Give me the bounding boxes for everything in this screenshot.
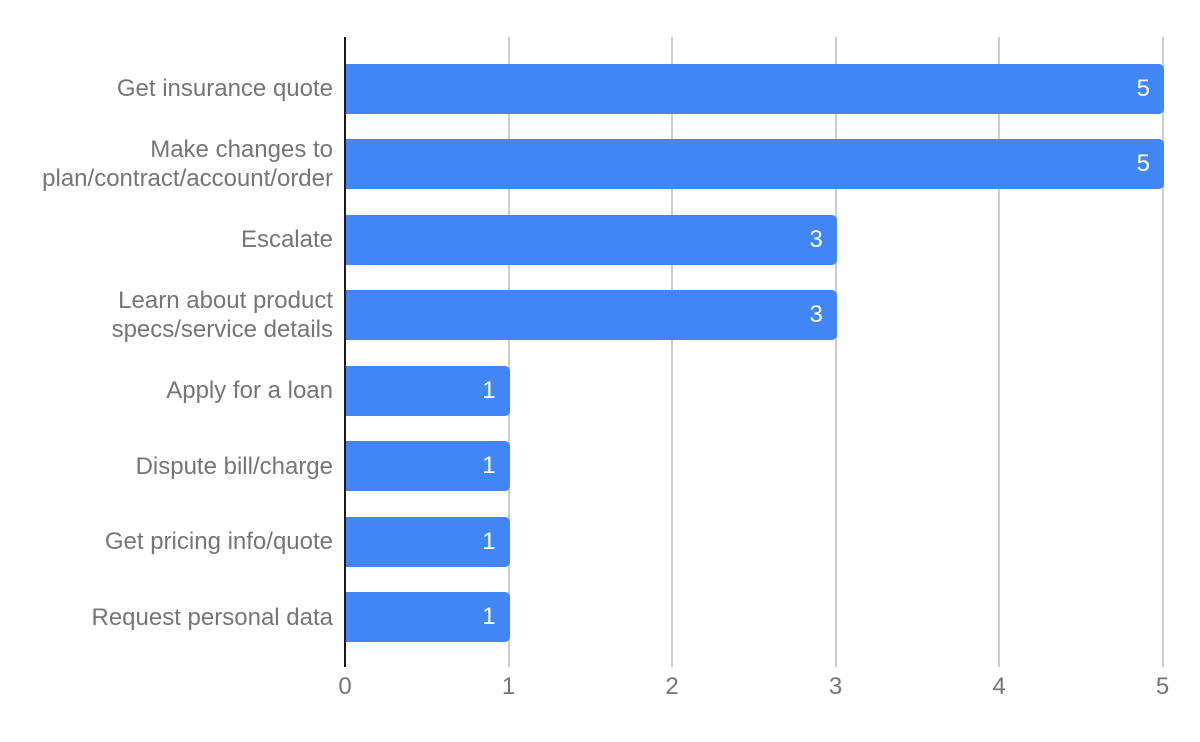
bar-value-label: 1 <box>482 603 496 631</box>
bar: 5 <box>346 139 1164 190</box>
bar: 3 <box>346 214 837 265</box>
x-tick-label: 1 <box>501 673 516 700</box>
category-label: Dispute bill/charge <box>135 452 333 480</box>
bar-track: 1 <box>346 441 1164 492</box>
bar-track: 3 <box>346 214 1164 265</box>
category-label: Request personal data <box>91 603 334 631</box>
bar-row: Escalate 3 <box>0 202 1200 278</box>
bar-track: 5 <box>346 139 1164 190</box>
bar-track: 1 <box>346 592 1164 643</box>
x-tick-label: 4 <box>992 673 1006 700</box>
bar-row: Learn about product specs/service detail… <box>0 278 1200 354</box>
bar-row: Request personal data 1 <box>0 580 1200 656</box>
bar-value-label: 1 <box>482 527 496 555</box>
gridline <box>507 37 510 667</box>
category-label: Get insurance quote <box>116 75 333 103</box>
bar-value-label: 5 <box>1136 74 1150 102</box>
bar-track: 5 <box>346 63 1164 114</box>
gridline <box>998 37 1000 667</box>
x-tick-label: 3 <box>828 673 843 700</box>
bar: 1 <box>346 365 510 416</box>
bar-track: 3 <box>346 290 1164 341</box>
category-label: Escalate <box>240 226 333 254</box>
bar-row: Get pricing info/quote 1 <box>0 504 1200 580</box>
bar-row: Get insurance quote 5 <box>0 51 1200 127</box>
bar: 1 <box>346 592 510 643</box>
bar: 5 <box>346 63 1164 114</box>
bar-value-label: 1 <box>482 376 496 404</box>
gridline <box>671 37 673 667</box>
category-label: Get pricing info/quote <box>104 528 333 556</box>
category-label: Make changes to plan/contract/account/or… <box>42 136 333 193</box>
bar-value-label: 5 <box>1136 150 1150 178</box>
y-axis-line <box>344 37 346 667</box>
bar-value-label: 1 <box>482 452 496 480</box>
bar: 3 <box>346 290 837 341</box>
bar-track: 1 <box>346 365 1164 416</box>
bar: 1 <box>346 516 510 567</box>
bar-value-label: 3 <box>809 301 823 329</box>
bar-row: Dispute bill/charge 1 <box>0 429 1200 505</box>
x-tick-label: 5 <box>1155 673 1170 700</box>
bar-track: 1 <box>346 516 1164 567</box>
gridline <box>834 37 837 667</box>
bar-row: Apply for a loan 1 <box>0 353 1200 429</box>
x-tick-label: 2 <box>665 673 679 700</box>
bar: 1 <box>346 441 510 492</box>
x-tick-label: 0 <box>338 673 352 700</box>
bar-rows: Get insurance quote 5 Make changes to plan… <box>0 51 1200 655</box>
bar-row: Make changes to plan/contract/account/or… <box>0 127 1200 203</box>
bar-value-label: 3 <box>809 225 823 253</box>
category-label: Apply for a loan <box>166 377 333 405</box>
gridline <box>1161 37 1164 667</box>
category-label: Learn about product specs/service detail… <box>111 287 333 344</box>
